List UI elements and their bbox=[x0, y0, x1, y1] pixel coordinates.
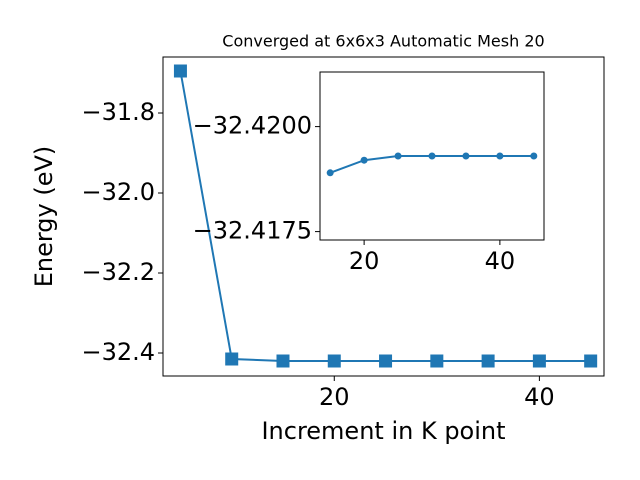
x-tick-label: 40 bbox=[485, 247, 516, 275]
marker bbox=[360, 156, 368, 164]
chart-title: Converged at 6x6x3 Automatic Mesh 20 bbox=[222, 32, 544, 51]
x-tick-label: 20 bbox=[349, 247, 380, 275]
marker bbox=[430, 354, 444, 368]
y-axis-label: Energy (eV) bbox=[30, 146, 58, 288]
marker bbox=[394, 152, 402, 160]
marker bbox=[173, 64, 187, 78]
y-tick-label: −32.2 bbox=[81, 258, 155, 286]
y-tick-label: −32.0 bbox=[81, 178, 155, 206]
y-tick-label: −32.4 bbox=[81, 338, 155, 366]
marker bbox=[428, 152, 436, 160]
marker bbox=[276, 354, 290, 368]
marker bbox=[326, 169, 334, 177]
marker bbox=[532, 354, 546, 368]
y-tick-label: −31.8 bbox=[81, 98, 155, 126]
x-tick-label: 40 bbox=[524, 383, 555, 411]
marker bbox=[379, 354, 393, 368]
x-axis-label: Increment in K point bbox=[261, 417, 505, 445]
marker bbox=[584, 354, 598, 368]
marker bbox=[496, 152, 504, 160]
marker bbox=[530, 152, 538, 160]
marker bbox=[462, 152, 470, 160]
y-tick-label: −32.4200 bbox=[193, 112, 312, 140]
marker bbox=[225, 352, 239, 366]
marker bbox=[481, 354, 495, 368]
marker bbox=[327, 354, 341, 368]
x-tick-label: 20 bbox=[319, 383, 350, 411]
y-tick-label: −32.4175 bbox=[193, 217, 312, 245]
